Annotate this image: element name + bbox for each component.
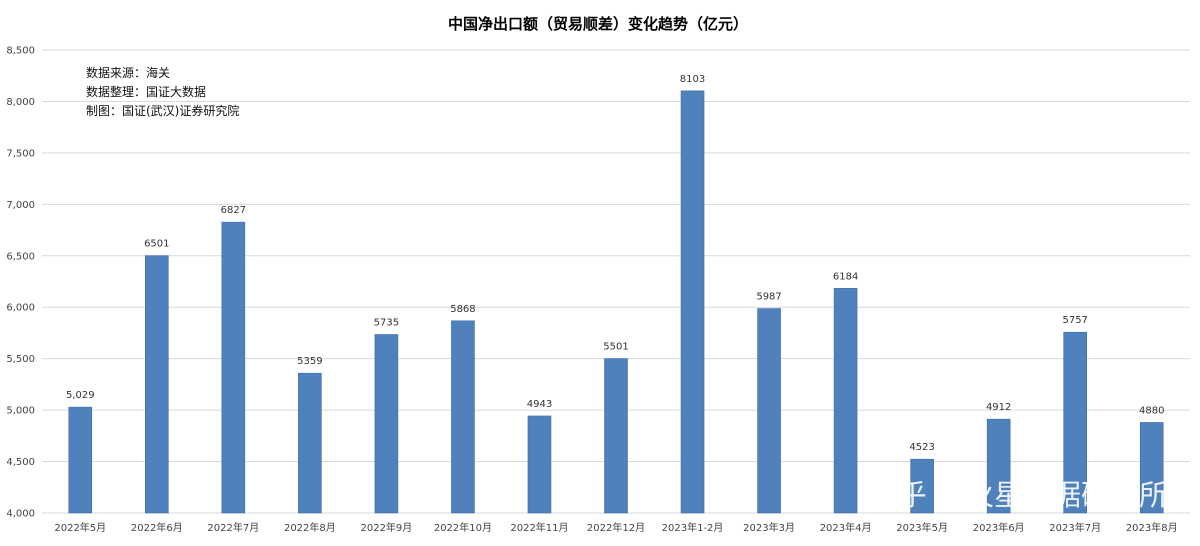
data-labels: 5,029 6501 6827 5359 5735 5868 4943 5501 8103 598… bbox=[66, 74, 1165, 453]
bar bbox=[833, 287, 858, 514]
chart-title: 中国净出口额（贸易顺差）变化趋势（亿元） bbox=[448, 15, 748, 33]
data-label: 6827 bbox=[221, 205, 246, 216]
y-tick-label: 6,000 bbox=[6, 303, 35, 314]
x-tick-label: 2022年8月 bbox=[284, 521, 336, 534]
bar bbox=[680, 90, 705, 514]
x-tick-label: 2022年12月 bbox=[587, 521, 645, 534]
data-label: 4943 bbox=[527, 399, 552, 410]
source-note: 数据来源：海关 bbox=[86, 65, 170, 80]
data-label: 6501 bbox=[144, 239, 169, 250]
x-tick-label: 2023年4月 bbox=[820, 521, 872, 534]
bar bbox=[1139, 422, 1164, 514]
x-tick-label: 2022年6月 bbox=[131, 521, 183, 534]
y-tick-label: 5,500 bbox=[6, 354, 35, 365]
bar bbox=[221, 221, 246, 514]
watermark: 知乎 @火星数据研究所 bbox=[869, 478, 1168, 512]
y-tick-label: 4,500 bbox=[6, 457, 35, 468]
bar bbox=[145, 255, 169, 514]
x-tick-label: 2023年1-2月 bbox=[662, 521, 724, 534]
x-tick-label: 2022年10月 bbox=[434, 521, 492, 534]
bars bbox=[68, 90, 1164, 514]
data-label: 5868 bbox=[450, 304, 475, 315]
source-note: 数据整理：国证大数据 bbox=[86, 84, 206, 99]
bar bbox=[374, 334, 399, 514]
x-tick-label: 2023年5月 bbox=[896, 521, 948, 534]
data-label: 5501 bbox=[603, 342, 628, 353]
y-tick-label: 8,000 bbox=[6, 97, 35, 108]
bar bbox=[757, 308, 781, 514]
x-axis: 2022年5月 2022年6月 2022年7月 2022年8月 2022年9月 2022年… bbox=[54, 521, 1177, 534]
data-label: 5987 bbox=[756, 292, 781, 303]
x-tick-label: 2023年6月 bbox=[973, 521, 1025, 534]
x-tick-label: 2023年3月 bbox=[743, 521, 795, 534]
bar bbox=[604, 358, 628, 514]
bar bbox=[1063, 331, 1087, 514]
data-label: 6184 bbox=[833, 271, 858, 282]
data-label: 5359 bbox=[297, 356, 322, 367]
bar bbox=[910, 458, 934, 514]
y-tick-label: 7,000 bbox=[6, 200, 35, 211]
y-tick-label: 8,500 bbox=[6, 46, 35, 57]
x-tick-label: 2023年8月 bbox=[1126, 521, 1178, 534]
data-label: 5,029 bbox=[66, 390, 95, 401]
bar bbox=[986, 418, 1011, 514]
data-label: 4523 bbox=[909, 442, 934, 453]
y-tick-label: 5,000 bbox=[6, 406, 35, 417]
x-tick-label: 2023年7月 bbox=[1049, 521, 1101, 534]
x-tick-label: 2022年11月 bbox=[510, 521, 568, 534]
source-note: 制图：国证(武汉)证券研究院 bbox=[86, 103, 239, 118]
bar bbox=[298, 372, 322, 514]
y-axis: 4,000 4,500 5,000 5,500 6,000 6,500 7,000 7,500… bbox=[6, 46, 35, 520]
bar bbox=[527, 415, 552, 514]
x-tick-label: 2022年7月 bbox=[207, 521, 259, 534]
x-tick-label: 2022年5月 bbox=[54, 521, 106, 534]
y-tick-label: 4,000 bbox=[6, 509, 35, 520]
data-label: 4912 bbox=[986, 402, 1011, 413]
bar bbox=[68, 406, 93, 514]
data-label: 4880 bbox=[1139, 405, 1164, 416]
bar bbox=[451, 320, 475, 514]
y-tick-label: 7,500 bbox=[6, 148, 35, 159]
x-tick-label: 2022年9月 bbox=[360, 521, 412, 534]
data-label: 5757 bbox=[1062, 315, 1087, 326]
data-label: 5735 bbox=[374, 317, 399, 328]
y-tick-label: 6,500 bbox=[6, 251, 35, 262]
data-label: 8103 bbox=[680, 74, 705, 85]
